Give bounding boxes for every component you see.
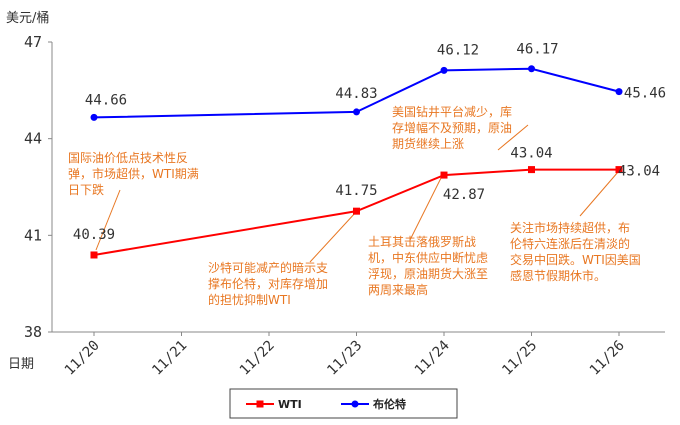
y-ticks: 38 41 44 47 xyxy=(24,33,52,341)
brent-data-label: 44.83 xyxy=(335,86,377,102)
legend-brent-marker xyxy=(351,400,359,408)
y-axis-label: 美元/桶 xyxy=(6,11,49,26)
annotation-leader xyxy=(497,124,529,151)
legend-wti-label: WTI xyxy=(278,398,302,411)
annotation-line: 的担忧抑制WTI xyxy=(208,292,291,307)
wti-data-label: 40.39 xyxy=(73,227,115,243)
wti-point xyxy=(615,166,623,174)
annotation-line: 机，中东供应中断忧虑 xyxy=(368,250,488,265)
wti-point xyxy=(353,207,360,215)
annotation-line: 存增幅不及预期，原油 xyxy=(392,120,512,135)
y-tick-label: 47 xyxy=(24,33,42,51)
annotation-line: 浮现，原油期货大涨至 xyxy=(368,266,488,281)
brent-point xyxy=(528,65,535,73)
annotation-leader xyxy=(579,171,619,217)
brent-point xyxy=(440,66,448,74)
annotation-line: 伦特六连涨后在清淡的 xyxy=(510,236,630,251)
annotation-leaders xyxy=(95,124,619,263)
wti-data-label: 41.75 xyxy=(335,183,377,199)
annotation-line: 关注市场持续超供，布 xyxy=(510,220,630,235)
annotation-line: 弹，市场超供，WTI期满 xyxy=(68,166,199,181)
annotation-line: 交易中回跌。WTI因美国 xyxy=(510,252,641,267)
annotation-line: 沙特可能减产的暗示支 xyxy=(208,260,328,275)
wti-point xyxy=(440,171,448,179)
brent-data-label: 46.12 xyxy=(437,42,479,58)
annotation-line: 两周来最高 xyxy=(368,282,428,297)
annotation-line: 土耳其击落俄罗斯战 xyxy=(368,235,476,249)
y-tick-label: 38 xyxy=(24,323,42,341)
annotation-line: 美国钻井平台减少，库 xyxy=(392,104,512,119)
wti-data-label: 43.04 xyxy=(510,146,552,162)
legend-wti-marker xyxy=(256,400,264,408)
x-axis-label: 日期 xyxy=(8,357,34,372)
y-tick-label: 41 xyxy=(24,226,42,244)
brent-point xyxy=(615,88,623,96)
wti-data-label: 43.04 xyxy=(618,164,660,180)
brent-point xyxy=(90,113,98,121)
wti-data-label: 42.87 xyxy=(443,187,485,203)
annotation-leader xyxy=(409,175,443,241)
legend: WTI 布伦特 xyxy=(229,388,458,419)
wti-point xyxy=(90,251,98,259)
annotation-leader xyxy=(309,211,357,263)
annotation-line: 撑布伦特，对库存增加 xyxy=(208,276,328,291)
y-tick-label: 44 xyxy=(24,130,42,148)
brent-data-label: 44.66 xyxy=(85,92,127,108)
brent-data-label: 45.46 xyxy=(624,86,666,102)
annotations-layer: 国际油价低点技术性反弹，市场超供，WTI期满日下跌沙特可能减产的暗示支撑布伦特，… xyxy=(68,104,641,307)
annotation-line: 日下跌 xyxy=(68,182,104,197)
series-layer: 40.39 41.75 42.87 43.04 43.04 44.66 44.83 46.12… xyxy=(73,42,666,259)
annotation-line: 期货继续上涨 xyxy=(392,136,464,151)
wti-point xyxy=(528,166,535,174)
legend-brent-label: 布伦特 xyxy=(373,397,406,411)
brent-data-label: 46.17 xyxy=(516,42,558,58)
brent-point xyxy=(353,108,360,116)
annotation-line: 国际油价低点技术性反 xyxy=(68,151,188,165)
annotation-leader xyxy=(95,189,121,251)
annotation-line: 感恩节假期休市。 xyxy=(510,268,606,283)
